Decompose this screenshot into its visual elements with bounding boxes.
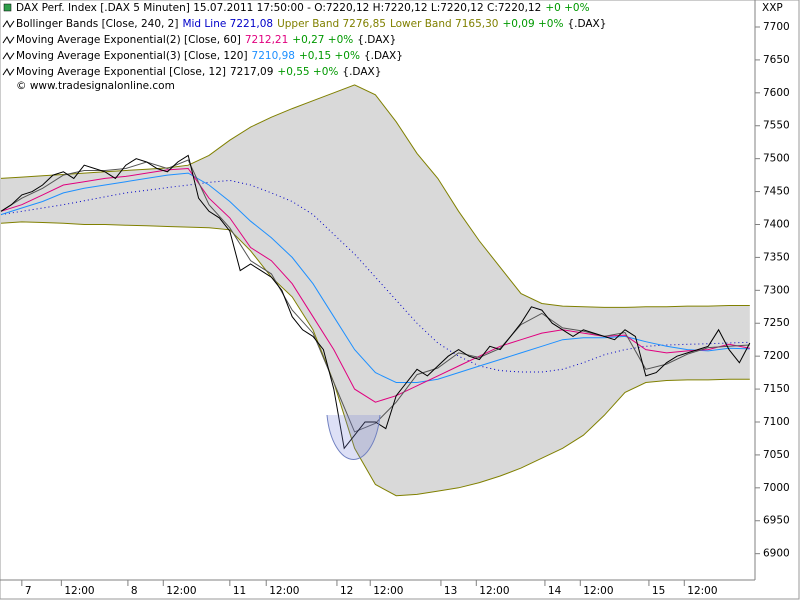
copyright: © www.tradesignalonline.com <box>16 80 175 92</box>
header-segment: Moving Average Exponential(3) [Close, 12… <box>16 50 248 62</box>
header-segment: {.DAX} <box>567 18 606 30</box>
header-line: Moving Average Exponential [Close, 12] 72… <box>16 66 381 78</box>
y-tick-label: 7700 <box>763 21 790 33</box>
y-tick-label: 7300 <box>763 284 790 296</box>
y-tick-label: 7100 <box>763 416 790 428</box>
x-tick-label: 12:00 <box>687 585 717 597</box>
header-line: Moving Average Exponential(3) [Close, 12… <box>16 50 403 62</box>
header-segment: +0,09 +0% <box>502 18 563 30</box>
header-segment: Mid Line 7221,08 <box>182 18 273 30</box>
y-tick-label: 7400 <box>763 218 790 230</box>
y-tick-label: 6950 <box>763 515 790 527</box>
x-tick-label: 12 <box>340 585 353 597</box>
y-tick-label: 7450 <box>763 186 790 198</box>
series-line <box>0 172 750 383</box>
y-tick-label: 6900 <box>763 548 790 560</box>
y-tick-label: 7500 <box>763 153 790 165</box>
upper-band <box>0 84 750 308</box>
icon <box>3 3 12 12</box>
y-tick-label: 7050 <box>763 449 790 461</box>
axis-code: XXP <box>762 2 783 14</box>
y-tick-label: 7600 <box>763 87 790 99</box>
header-segment: {.DAX} <box>342 66 381 78</box>
x-tick-label: 11 <box>233 585 246 597</box>
series-line <box>0 159 750 433</box>
header-segment: 7210,98 <box>252 50 295 62</box>
x-tick-label: 13 <box>444 585 457 597</box>
header-line: Moving Average Exponential(2) [Close, 60… <box>16 34 396 46</box>
header-segment: Bollinger Bands [Close, 240, 2] <box>16 18 178 30</box>
series-line <box>0 154 751 450</box>
x-tick-label: 12:00 <box>583 585 613 597</box>
header-segment: Moving Average Exponential(2) [Close, 60… <box>16 34 241 46</box>
header-segment: DAX Perf. Index [.DAX 5 Minuten] 15.07.2… <box>16 2 541 14</box>
series-line <box>0 167 750 403</box>
x-tick-label: 12:00 <box>479 585 509 597</box>
header-line: DAX Perf. Index [.DAX 5 Minuten] 15.07.2… <box>16 2 590 14</box>
header-segment: 7217,09 <box>230 66 273 78</box>
y-tick-label: 7000 <box>763 482 790 494</box>
header-line: Bollinger Bands [Close, 240, 2] Mid Line … <box>16 18 606 30</box>
icon <box>2 20 15 28</box>
x-tick-label: 12:00 <box>373 585 403 597</box>
x-tick-label: 8 <box>131 585 138 597</box>
header-segment: +0 +0% <box>545 2 589 14</box>
x-tick-label: 7 <box>25 585 32 597</box>
y-tick-label: 7550 <box>763 120 790 132</box>
x-tick-label: 12:00 <box>269 585 299 597</box>
header: DAX Perf. Index [.DAX 5 Minuten] 15.07.2… <box>2 2 606 78</box>
x-tick-label: 12:00 <box>166 585 196 597</box>
header-segment: Upper Band 7276,85 <box>277 18 386 30</box>
icon <box>2 36 15 44</box>
header-segment: {.DAX} <box>357 34 396 46</box>
y-tick-label: 7650 <box>763 54 790 66</box>
icon <box>2 68 15 76</box>
x-tick-label: 12:00 <box>64 585 94 597</box>
header-segment: {.DAX} <box>364 50 403 62</box>
x-tick-label: 15 <box>652 585 665 597</box>
header-segment: +0,27 +0% <box>292 34 353 46</box>
x-tick-label: 14 <box>548 585 562 597</box>
y-tick-label: 7200 <box>763 350 790 362</box>
header-segment: +0,15 +0% <box>299 50 360 62</box>
header-segment: Lower Band 7165,30 <box>390 18 499 30</box>
band-area <box>1 84 750 496</box>
icon <box>2 52 15 60</box>
plot-area <box>0 84 751 497</box>
y-tick-label: 7350 <box>763 251 790 263</box>
annotation-arc <box>326 414 381 460</box>
header-segment: 7212,21 <box>245 34 288 46</box>
header-segment: Moving Average Exponential [Close, 12] <box>16 66 226 78</box>
y-tick-label: 7150 <box>763 383 790 395</box>
lower-band <box>0 221 750 497</box>
header-segment: +0,55 +0% <box>277 66 338 78</box>
y-tick-label: 7250 <box>763 317 790 329</box>
